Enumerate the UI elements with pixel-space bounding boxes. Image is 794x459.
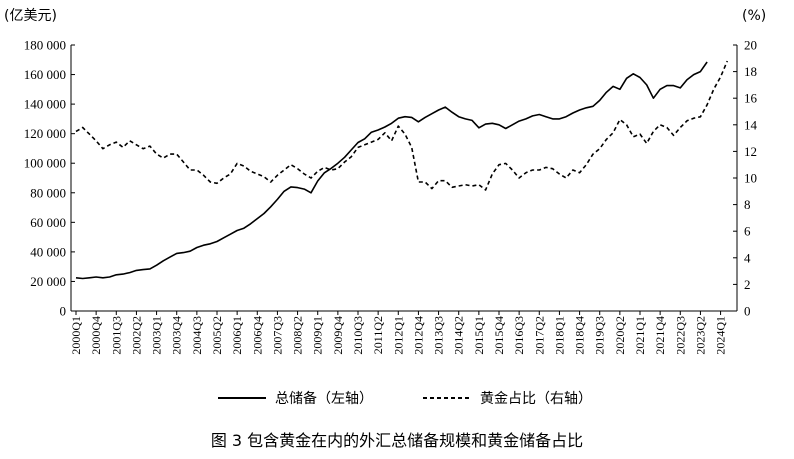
x-tick-label: 2001Q3 xyxy=(109,316,123,355)
right-tick-label: 20 xyxy=(744,38,757,53)
x-tick-label: 2020Q2 xyxy=(613,316,627,355)
left-tick-label: 60 000 xyxy=(30,215,66,230)
left-tick-label: 20 000 xyxy=(30,274,66,289)
x-tick-label: 2009Q4 xyxy=(331,316,345,355)
x-tick-label: 2006Q1 xyxy=(230,316,244,355)
right-tick-label: 10 xyxy=(744,171,757,186)
right-tick-label: 8 xyxy=(744,197,751,212)
right-tick-label: 0 xyxy=(744,304,751,319)
x-tick-label: 2012Q4 xyxy=(411,316,425,355)
x-tick-label: 2018Q4 xyxy=(573,316,587,355)
series-line-total-reserves xyxy=(75,61,708,280)
x-tick-label: 2018Q1 xyxy=(552,316,566,355)
left-tick-label: 80 000 xyxy=(30,185,66,200)
chart-title: 图 3 包含黄金在内的外汇总储备规模和黄金储备占比 xyxy=(211,431,583,450)
x-tick-label: 2022Q3 xyxy=(673,316,687,355)
x-tick-label: 2009Q1 xyxy=(311,316,325,355)
series-line-gold-share xyxy=(75,60,729,191)
x-tick-label: 2007Q3 xyxy=(270,316,284,355)
x-tick-label: 2006Q4 xyxy=(250,316,264,355)
left-tick-label: 140 000 xyxy=(24,97,66,112)
x-tick-label: 2017Q2 xyxy=(532,316,546,355)
x-tick-label: 2014Q2 xyxy=(452,316,466,355)
x-tick-label: 2011Q2 xyxy=(371,316,385,354)
x-tick-label: 2004Q3 xyxy=(190,316,204,355)
left-tick-label: 180 000 xyxy=(24,38,66,53)
left-tick-label: 40 000 xyxy=(30,244,66,259)
left-axis-ticks: 0 20 000 40 000 60 000 80 000 100 000 120 000 1… xyxy=(24,38,75,319)
x-tick-label: 2002Q2 xyxy=(129,316,143,355)
left-axis-unit: (亿美元) xyxy=(4,8,57,24)
x-tick-label: 2013Q3 xyxy=(432,316,446,355)
right-tick-label: 4 xyxy=(744,250,751,265)
x-tick-label: 2016Q3 xyxy=(512,316,526,355)
right-axis-unit: (%) xyxy=(742,8,766,24)
axes-frame xyxy=(70,45,738,312)
x-tick-label: 2019Q3 xyxy=(593,316,607,355)
left-tick-label: 0 xyxy=(60,304,67,319)
x-tick-label: 2021Q4 xyxy=(653,316,667,355)
x-tick-label: 2010Q3 xyxy=(351,316,365,355)
x-tick-label: 2024Q1 xyxy=(714,316,728,355)
right-tick-label: 18 xyxy=(744,64,757,79)
x-tick-label: 2023Q2 xyxy=(693,316,707,355)
x-tick-label: 2015Q1 xyxy=(472,316,486,355)
x-tick-label: 2008Q2 xyxy=(291,316,305,355)
x-tick-label: 2000Q4 xyxy=(89,316,103,355)
left-tick-label: 160 000 xyxy=(24,67,66,82)
right-tick-label: 12 xyxy=(744,144,757,159)
x-tick-label: 2015Q4 xyxy=(492,316,506,355)
x-tick-label: 2003Q4 xyxy=(170,316,184,355)
right-axis-ticks: 0 2 4 6 8 10 12 14 16 18 20 xyxy=(733,38,758,319)
legend-label-total-reserves: 总储备（左轴） xyxy=(275,390,373,407)
legend-label-gold-share: 黄金占比（右轴） xyxy=(480,390,592,407)
x-tick-label: 2005Q2 xyxy=(210,316,224,355)
left-tick-label: 100 000 xyxy=(24,156,66,171)
x-tick-label: 2012Q1 xyxy=(391,316,405,355)
x-axis-ticks: 2000Q1 2000Q4 2001Q3 2002Q2 2003Q1 2003Q4 2004… xyxy=(69,311,728,355)
series-layer xyxy=(75,60,729,280)
left-tick-label: 120 000 xyxy=(24,126,66,141)
x-tick-label: 2000Q1 xyxy=(69,316,83,355)
x-tick-label: 2021Q1 xyxy=(633,316,647,355)
right-tick-label: 6 xyxy=(744,224,751,239)
right-tick-label: 16 xyxy=(744,91,758,106)
right-tick-label: 2 xyxy=(744,277,751,292)
right-tick-label: 14 xyxy=(744,117,758,132)
x-tick-label: 2003Q1 xyxy=(150,316,164,355)
